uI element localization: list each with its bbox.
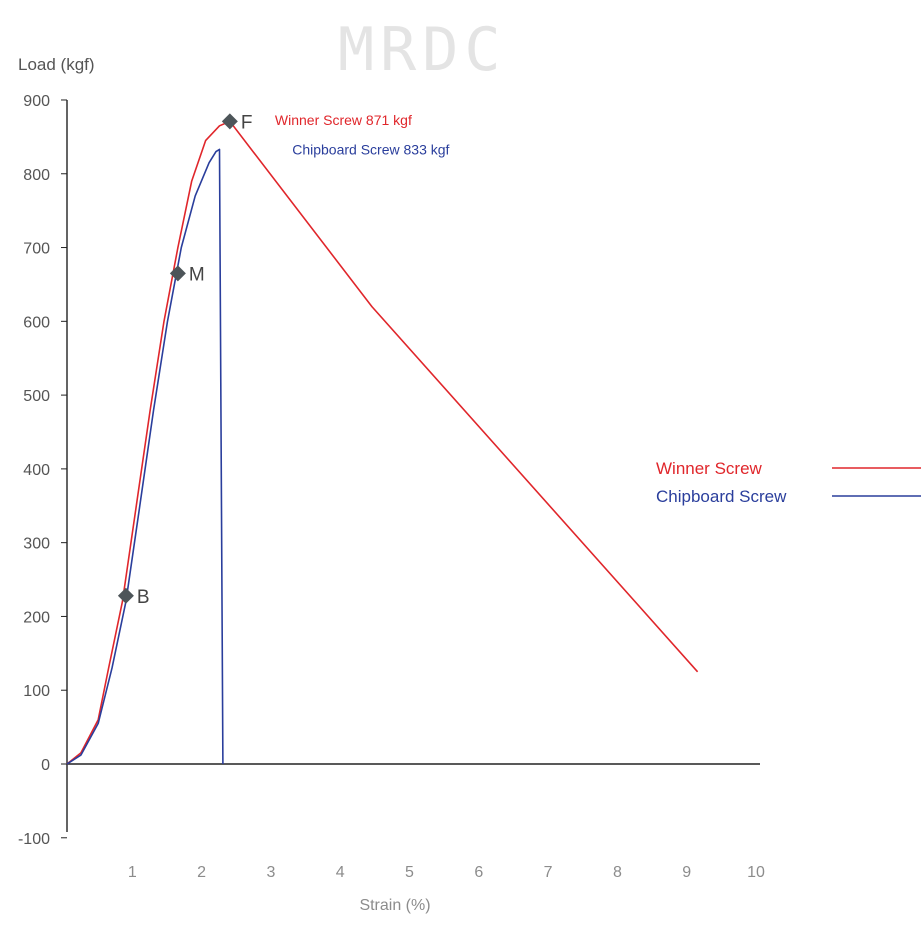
marker-label-f: F: [241, 112, 253, 133]
x-tick-label: 9: [682, 864, 691, 881]
y-tick-label: 900: [23, 93, 50, 110]
y-tick-labels: 900 800 700 600 500 400 300 200 100 0 -100: [18, 93, 67, 848]
x-tick-labels: 1 2 3 4 5 6 7 8 9 10: [128, 864, 765, 881]
x-axis-title: Strain (%): [359, 897, 430, 914]
x-tick-label: 4: [336, 864, 345, 881]
annotation-chipboard-screw: Chipboard Screw 833 kgf: [292, 142, 449, 158]
legend-label-winner-screw: Winner Screw: [656, 459, 763, 478]
x-tick-label: 6: [474, 864, 483, 881]
x-tick-label: 7: [544, 864, 553, 881]
x-tick-label: 2: [197, 864, 206, 881]
marker-m: [169, 265, 186, 282]
legend-label-chipboard-screw: Chipboard Screw: [656, 487, 787, 506]
y-tick-label: 800: [23, 167, 50, 184]
series-line-chipboard-screw: [66, 148, 224, 765]
point-markers: B M F: [117, 112, 253, 608]
x-tick-label: 3: [266, 864, 275, 881]
y-tick-label: 300: [23, 536, 50, 553]
y-tick-label: 600: [23, 314, 50, 331]
annotation-winner-screw: Winner Screw 871 kgf: [275, 112, 412, 128]
legend: Winner Screw Chipboard Screw: [656, 459, 921, 506]
peak-annotations: Winner Screw 871 kgf Chipboard Screw 833 …: [275, 112, 450, 158]
x-tick-label: 1: [128, 864, 137, 881]
y-tick-label: 400: [23, 462, 50, 479]
marker-f: [221, 113, 238, 130]
y-tick-label: 500: [23, 388, 50, 405]
x-tick-label: 10: [747, 864, 765, 881]
series-line-winner-screw: [66, 120, 699, 765]
x-tick-label: 8: [613, 864, 622, 881]
y-tick-label: 100: [23, 683, 50, 700]
marker-label-m: M: [189, 264, 205, 285]
x-tick-label: 5: [405, 864, 414, 881]
y-axis-title: Load (kgf): [18, 55, 95, 74]
series-lines: [66, 120, 699, 765]
y-tick-label: 0: [41, 757, 50, 774]
y-tick-label: 700: [23, 241, 50, 258]
marker-b: [117, 587, 134, 604]
y-tick-label: 200: [23, 609, 50, 626]
marker-label-b: B: [137, 587, 150, 608]
watermark: MRDC: [338, 15, 507, 85]
y-tick-label: -100: [18, 831, 50, 848]
